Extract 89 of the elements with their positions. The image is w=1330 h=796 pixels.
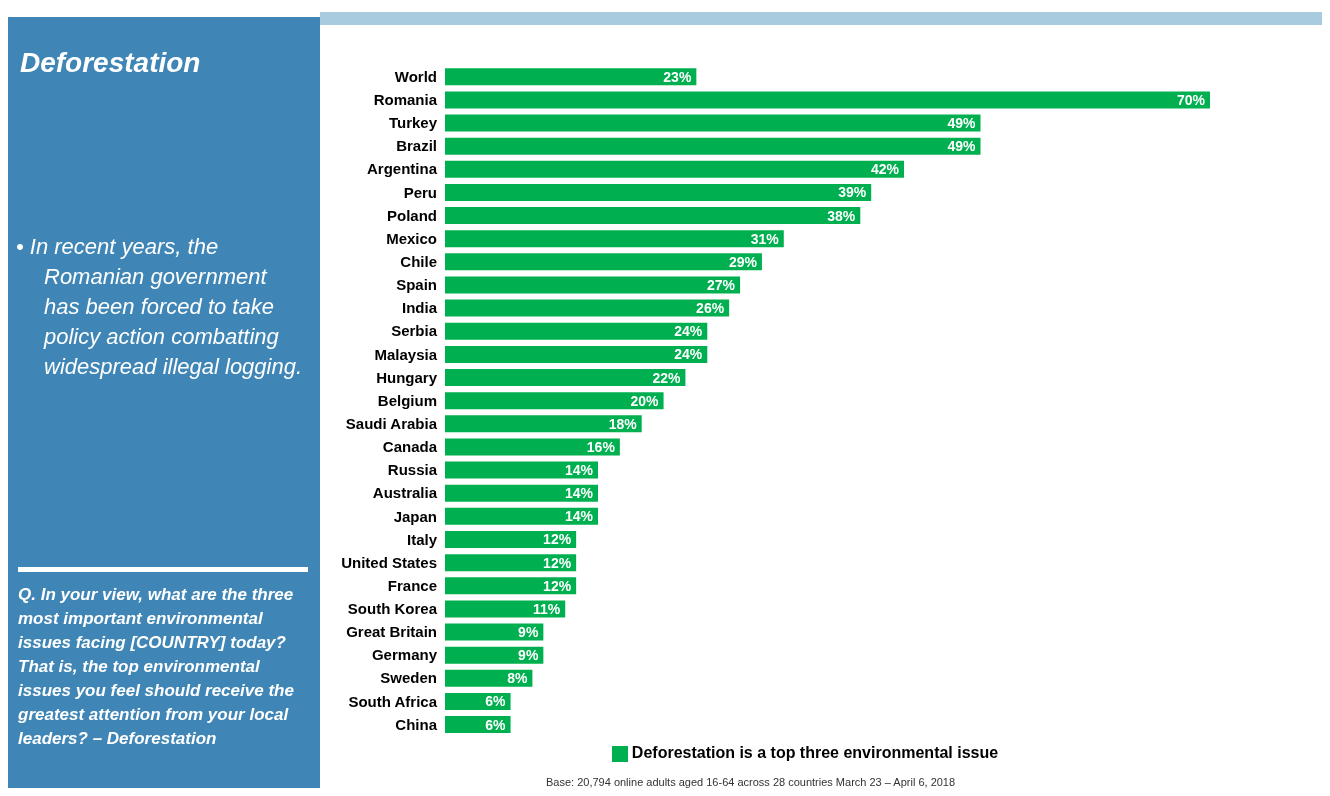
bar <box>445 646 544 664</box>
data-label: 11% <box>532 600 561 617</box>
bar <box>445 600 566 618</box>
bar <box>445 461 598 479</box>
bar <box>445 114 981 132</box>
y-tick-label: Australia <box>372 484 438 502</box>
y-tick-label: Brazil <box>396 137 437 155</box>
data-label: 9% <box>518 647 539 664</box>
y-tick-label: World <box>394 67 437 85</box>
bar <box>445 623 544 641</box>
data-label: 14% <box>564 485 594 502</box>
bar <box>445 322 708 340</box>
bar <box>445 299 730 317</box>
y-tick-label: Mexico <box>386 229 437 247</box>
data-label: 6% <box>485 716 507 733</box>
data-label: 31% <box>750 230 780 247</box>
data-label: 70% <box>1176 91 1206 108</box>
data-label: 12% <box>543 554 572 571</box>
y-tick-label: Canada <box>382 438 438 456</box>
text: Base: 20,794 online adults aged 16-64 across 28 countries March 23 – April 6, 2018 <box>546 776 956 788</box>
data-label: 26% <box>696 300 725 317</box>
data-label: 18% <box>608 415 638 432</box>
y-tick-label: Sweden <box>380 669 437 687</box>
bar <box>445 160 904 178</box>
y-tick-label: Spain <box>396 276 437 294</box>
bar <box>445 68 697 86</box>
text: Q. In your view, what are the three most important environmental issues facing [COUNTRY] today? That is, the top environmental issues you feel should receive the greatest attention from your local leaders? – Deforestation <box>18 584 295 750</box>
y-tick-label: Hungary <box>376 368 438 386</box>
y-tick-label: China <box>395 715 438 733</box>
y-tick-label: Serbia <box>391 322 438 340</box>
y-tick-label: South Korea <box>347 600 438 618</box>
text: • In recent years, the Romanian government has been forced to take policy action combatting widespread illegal logging. <box>16 233 304 381</box>
bar <box>445 207 861 225</box>
bar <box>445 253 762 271</box>
y-tick-label: United States <box>341 553 437 571</box>
legend-label: Deforestation is a top three environmental issue <box>631 744 999 761</box>
y-tick-label: France <box>387 576 437 594</box>
y-tick-label: India <box>401 299 438 317</box>
data-label: 24% <box>674 346 703 363</box>
data-label: 9% <box>518 624 539 641</box>
bar <box>445 577 577 595</box>
data-label: 20% <box>630 392 660 409</box>
data-label: 49% <box>947 138 977 155</box>
bar <box>445 438 620 456</box>
y-tick-label: Great Britain <box>346 623 437 641</box>
data-label: 16% <box>586 438 616 455</box>
data-label: 39% <box>838 184 867 201</box>
bar <box>445 91 1210 109</box>
bar <box>445 484 598 502</box>
bar <box>445 415 642 433</box>
data-label: 29% <box>728 253 758 270</box>
y-tick-label: Russia <box>387 461 438 479</box>
data-label: 24% <box>674 323 703 340</box>
bar <box>445 392 664 410</box>
data-label: 14% <box>564 508 594 525</box>
bar <box>445 183 872 201</box>
bar <box>445 507 598 525</box>
y-tick-label: Argentina <box>366 160 438 178</box>
bar <box>445 137 981 155</box>
data-label: 12% <box>543 577 572 594</box>
data-label: 12% <box>543 531 572 548</box>
bar <box>445 369 686 387</box>
y-tick-label: Malaysia <box>374 345 438 363</box>
data-label: 27% <box>707 276 736 293</box>
y-tick-label: Romania <box>373 91 438 109</box>
bar <box>445 230 784 248</box>
data-label: 23% <box>663 68 692 85</box>
y-tick-label: South Africa <box>348 692 438 710</box>
y-tick-label: Chile <box>400 253 437 270</box>
bar <box>445 531 577 548</box>
data-label: 8% <box>507 670 528 687</box>
text: Deforestation <box>20 47 201 79</box>
bar <box>445 345 708 363</box>
bar <box>445 276 741 294</box>
y-tick-label: Peru <box>403 183 437 201</box>
y-tick-label: Poland <box>386 206 437 224</box>
data-label: 14% <box>564 462 594 479</box>
data-label: 42% <box>870 161 900 178</box>
data-label: 49% <box>947 114 977 131</box>
y-tick-label: Japan <box>393 507 437 525</box>
data-label: 38% <box>827 207 856 224</box>
data-label: 22% <box>652 369 681 386</box>
data-label: 6% <box>485 693 507 710</box>
y-tick-label: Italy <box>406 530 438 548</box>
y-tick-label: Belgium <box>377 391 437 409</box>
y-tick-label: Saudi Arabia <box>345 414 438 432</box>
y-tick-label: Germany <box>371 646 438 664</box>
bar <box>445 554 577 572</box>
y-tick-label: Turkey <box>388 114 438 132</box>
